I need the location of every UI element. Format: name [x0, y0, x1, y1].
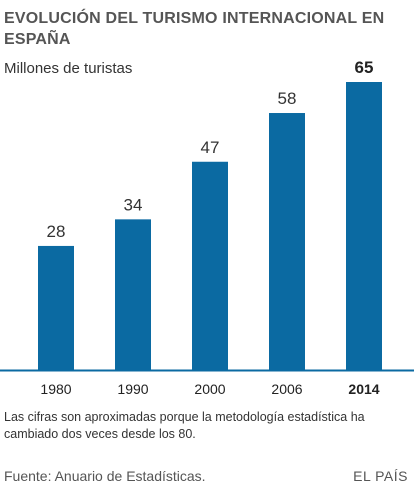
publisher-logo-text: EL PAÍS — [353, 468, 408, 484]
bars-layer — [38, 82, 382, 370]
value-label-2014: 65 — [355, 58, 374, 77]
value-label-2006: 58 — [278, 89, 297, 108]
x-tick-label-2006: 2006 — [271, 381, 302, 397]
bar-2006 — [269, 113, 305, 370]
chart-subtitle: Millones de turistas — [4, 60, 133, 77]
bar-chart: 28 34 47 58 65 1980 1990 2000 2006 2014 — [0, 58, 414, 397]
chart-footnote: Las cifras son aproximadas porque la met… — [4, 410, 365, 441]
x-tick-label-2014: 2014 — [348, 381, 379, 397]
bar-2000 — [192, 161, 228, 370]
bar-1980 — [38, 245, 74, 370]
value-label-1990: 34 — [124, 195, 143, 214]
value-label-2000: 47 — [201, 138, 220, 157]
source-credit: Fuente: Anuario de Estadísticas. — [4, 468, 206, 484]
x-tick-label-2000: 2000 — [194, 381, 225, 397]
value-labels-layer: 28 34 47 58 65 — [47, 58, 374, 241]
chart-title: EVOLUCIÓN DEL TURISMO INTERNACIONAL EN E… — [4, 10, 385, 48]
bar-2014 — [346, 82, 382, 370]
value-label-1980: 28 — [47, 222, 66, 241]
x-tick-label-1980: 1980 — [40, 381, 71, 397]
x-tick-label-1990: 1990 — [117, 381, 148, 397]
bar-1990 — [115, 219, 151, 370]
x-axis-tick-labels: 1980 1990 2000 2006 2014 — [40, 381, 379, 397]
